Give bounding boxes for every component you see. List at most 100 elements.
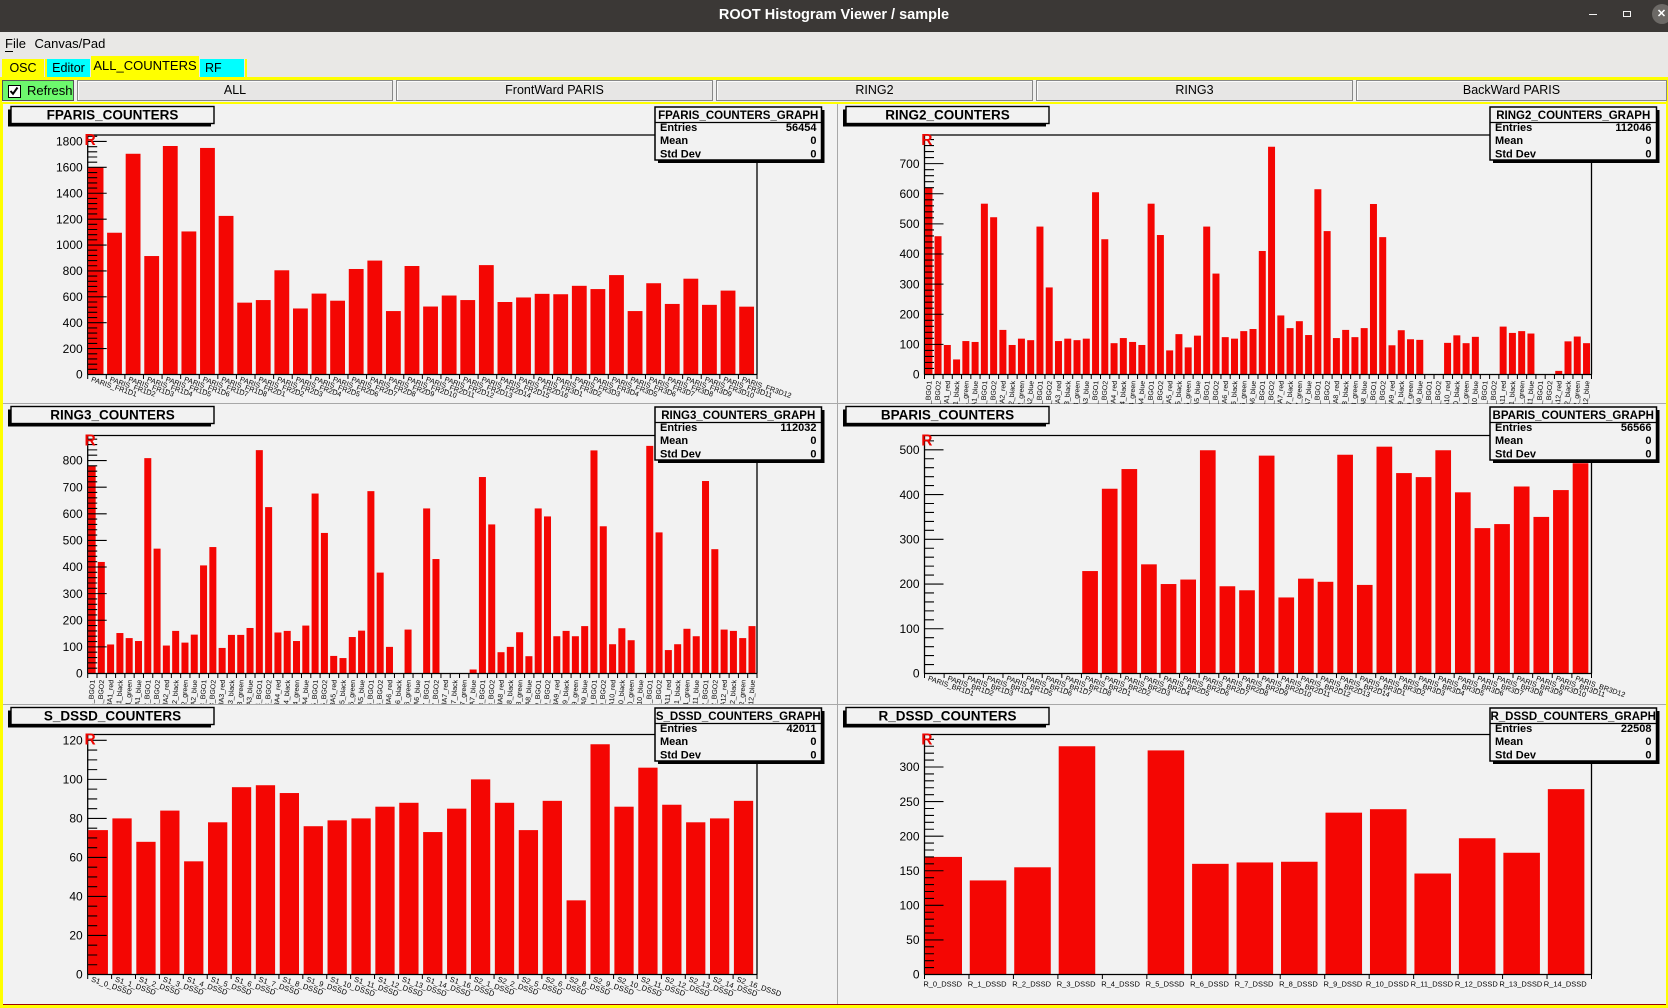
svg-text:Mean: Mean bbox=[660, 736, 688, 748]
svg-text:PARIS_2A6_BGO2: PARIS_2A6_BGO2 bbox=[1210, 381, 1221, 404]
svg-text:R_2_DSSD: R_2_DSSD bbox=[1012, 980, 1051, 989]
svg-text:RING2_COUNTERS_GRAPH: RING2_COUNTERS_GRAPH bbox=[1496, 110, 1650, 122]
svg-text:PARIS_3A5_BGO2: PARIS_3A5_BGO2 bbox=[318, 680, 329, 704]
svg-text:50: 50 bbox=[906, 933, 920, 947]
svg-text:PARIS_2A3_red: PARIS_2A3_red bbox=[1053, 381, 1064, 404]
svg-text:PARIS_3A8_BGO2: PARIS_3A8_BGO2 bbox=[485, 680, 496, 704]
svg-text:PARIS_2A11_green: PARIS_2A11_green bbox=[1515, 381, 1526, 404]
svg-text:200: 200 bbox=[899, 829, 919, 843]
svg-text:PARIS_3A8_BGO1: PARIS_3A8_BGO1 bbox=[476, 680, 487, 704]
svg-text:PARIS_3A12_black: PARIS_3A12_black bbox=[727, 679, 738, 704]
svg-text:PARIS_3A2_BGO2: PARIS_3A2_BGO2 bbox=[151, 680, 162, 704]
svg-text:PARIS_2A5_black: PARIS_2A5_black bbox=[1173, 380, 1184, 404]
svg-text:PARIS_3A2_green: PARIS_3A2_green bbox=[179, 680, 190, 704]
svg-text:PARIS_3A3_blue: PARIS_3A3_blue bbox=[244, 680, 255, 704]
svg-text:112032: 112032 bbox=[780, 422, 816, 434]
svg-text:0: 0 bbox=[1645, 435, 1651, 447]
svg-text:700: 700 bbox=[63, 480, 83, 494]
svg-text:PARIS_3A3_black: PARIS_3A3_black bbox=[225, 679, 236, 704]
svg-text:800: 800 bbox=[63, 454, 83, 468]
svg-text:PARIS_2A8_green: PARIS_2A8_green bbox=[1349, 381, 1360, 404]
svg-text:PARIS_3A7_BGO2: PARIS_3A7_BGO2 bbox=[430, 680, 441, 704]
svg-text:PARIS_3A9_BGO1: PARIS_3A9_BGO1 bbox=[532, 680, 543, 704]
svg-text:Mean: Mean bbox=[660, 135, 688, 147]
svg-text:PARIS_2A8_BGO2: PARIS_2A8_BGO2 bbox=[1321, 381, 1332, 404]
svg-text:0: 0 bbox=[76, 968, 83, 982]
svg-text:0: 0 bbox=[913, 368, 920, 382]
svg-text:PARIS_2A8_red: PARIS_2A8_red bbox=[1331, 381, 1342, 404]
svg-text:PARIS_2A3_BGO1: PARIS_2A3_BGO1 bbox=[1034, 381, 1045, 404]
svg-text:Std Dev: Std Dev bbox=[660, 448, 702, 460]
svg-text:1000: 1000 bbox=[56, 238, 83, 252]
svg-text:BPARIS_COUNTERS: BPARIS_COUNTERS bbox=[881, 408, 1014, 423]
svg-text:PARIS_2A4_BGO1: PARIS_2A4_BGO1 bbox=[1089, 381, 1100, 404]
svg-text:PARIS_2A7_red: PARIS_2A7_red bbox=[1275, 381, 1286, 404]
svg-text:RING3_COUNTERS_GRAPH: RING3_COUNTERS_GRAPH bbox=[661, 410, 815, 422]
svg-text:PARIS_3A12_blue: PARIS_3A12_blue bbox=[746, 680, 757, 704]
svg-text:PARIS_2A5_BGO2: PARIS_2A5_BGO2 bbox=[1154, 381, 1165, 404]
svg-text:R_9_DSSD: R_9_DSSD bbox=[1324, 980, 1363, 989]
svg-text:PARIS_2A6_blue: PARIS_2A6_blue bbox=[1247, 381, 1258, 404]
svg-text:PARIS_3A1_red: PARIS_3A1_red bbox=[105, 680, 116, 704]
svg-text:PARIS_3A7_blue: PARIS_3A7_blue bbox=[467, 680, 478, 704]
svg-text:PARIS_3A11_BGO2: PARIS_3A11_BGO2 bbox=[653, 680, 664, 704]
svg-text:PARIS_2A10_green: PARIS_2A10_green bbox=[1460, 381, 1471, 404]
svg-text:500: 500 bbox=[63, 534, 83, 548]
svg-text:PARIS_2A5_red: PARIS_2A5_red bbox=[1164, 381, 1175, 404]
svg-text:PARIS_3A4_BGO2: PARIS_3A4_BGO2 bbox=[262, 680, 273, 704]
svg-text:PARIS_3A9_blue: PARIS_3A9_blue bbox=[579, 680, 590, 704]
svg-text:PARIS_3A2_BGO1: PARIS_3A2_BGO1 bbox=[141, 680, 152, 704]
svg-text:0: 0 bbox=[1645, 448, 1651, 460]
svg-text:PARIS_3A3_red: PARIS_3A3_red bbox=[217, 680, 228, 704]
svg-text:0: 0 bbox=[810, 749, 816, 761]
svg-text:PARIS_2A2_blue: PARIS_2A2_blue bbox=[1025, 381, 1036, 404]
svg-text:PARIS_2A4_red: PARIS_2A4_red bbox=[1108, 381, 1119, 404]
svg-text:22508: 22508 bbox=[1621, 723, 1652, 735]
svg-text:PARIS_2A1_green: PARIS_2A1_green bbox=[960, 381, 971, 404]
svg-text:PARIS_3A10_green: PARIS_3A10_green bbox=[625, 680, 636, 704]
svg-text:PARIS_2A5_blue: PARIS_2A5_blue bbox=[1192, 381, 1203, 404]
svg-text:PARIS_2A3_black: PARIS_2A3_black bbox=[1062, 380, 1073, 404]
svg-text:PARIS_2A9_BGO1: PARIS_2A9_BGO1 bbox=[1367, 381, 1378, 404]
svg-text:PARIS_2A7_black: PARIS_2A7_black bbox=[1284, 380, 1295, 404]
svg-text:500: 500 bbox=[899, 443, 919, 457]
svg-text:600: 600 bbox=[63, 290, 83, 304]
svg-text:R_DSSD_COUNTERS_GRAPH: R_DSSD_COUNTERS_GRAPH bbox=[1490, 711, 1656, 723]
svg-text:PARIS_2A9_green: PARIS_2A9_green bbox=[1404, 381, 1415, 404]
svg-text:PARIS_3A10_blue: PARIS_3A10_blue bbox=[634, 680, 645, 704]
svg-text:PARIS_3A2_black: PARIS_3A2_black bbox=[170, 679, 181, 704]
svg-text:PARIS_3A8_blue: PARIS_3A8_blue bbox=[523, 680, 534, 704]
svg-text:PARIS_3A1_BGO1: PARIS_3A1_BGO1 bbox=[86, 680, 97, 704]
svg-text:300: 300 bbox=[899, 760, 919, 774]
svg-text:PARIS_3A1_BGO2: PARIS_3A1_BGO2 bbox=[95, 680, 106, 704]
svg-text:Std Dev: Std Dev bbox=[660, 148, 702, 160]
svg-text:PARIS_3A1_black: PARIS_3A1_black bbox=[114, 679, 125, 704]
svg-text:PARIS_2A6_BGO1: PARIS_2A6_BGO1 bbox=[1200, 381, 1211, 404]
svg-text:PARIS_3A10_BGO2: PARIS_3A10_BGO2 bbox=[597, 680, 608, 704]
svg-text:0: 0 bbox=[1645, 736, 1651, 748]
svg-text:PARIS_3A8_black: PARIS_3A8_black bbox=[504, 679, 515, 704]
svg-text:1600: 1600 bbox=[56, 161, 83, 175]
svg-text:Mean: Mean bbox=[1495, 736, 1523, 748]
svg-text:PARIS_2A11_blue: PARIS_2A11_blue bbox=[1525, 381, 1536, 404]
svg-text:PARIS_3A9_green: PARIS_3A9_green bbox=[569, 680, 580, 704]
svg-text:PARIS_3A9_BGO2: PARIS_3A9_BGO2 bbox=[541, 680, 552, 704]
svg-text:PARIS_2A12_green: PARIS_2A12_green bbox=[1571, 381, 1582, 404]
svg-text:PARIS_3A10_red: PARIS_3A10_red bbox=[607, 680, 618, 704]
svg-text:PARIS_3A6_blue: PARIS_3A6_blue bbox=[411, 680, 422, 704]
svg-text:PARIS_2A12_BGO2: PARIS_2A12_BGO2 bbox=[1543, 381, 1554, 404]
svg-text:PARIS_2A12_blue: PARIS_2A12_blue bbox=[1580, 381, 1591, 404]
svg-text:PARIS_2A10_BGO1: PARIS_2A10_BGO1 bbox=[1422, 381, 1433, 404]
svg-text:PARIS_2A9_BGO2: PARIS_2A9_BGO2 bbox=[1376, 381, 1387, 404]
svg-text:600: 600 bbox=[63, 507, 83, 521]
svg-text:R: R bbox=[85, 432, 96, 449]
svg-text:PARIS_3A11_BGO1: PARIS_3A11_BGO1 bbox=[643, 680, 654, 704]
svg-text:200: 200 bbox=[63, 613, 83, 627]
svg-text:PARIS_3A8_green: PARIS_3A8_green bbox=[513, 680, 524, 704]
svg-text:PARIS_2A9_blue: PARIS_2A9_blue bbox=[1414, 381, 1425, 404]
svg-text:PARIS_3A12_BGO1: PARIS_3A12_BGO1 bbox=[699, 680, 710, 704]
svg-text:300: 300 bbox=[63, 587, 83, 601]
svg-text:PARIS_3A12_BGO2: PARIS_3A12_BGO2 bbox=[708, 680, 719, 704]
svg-text:PARIS_2A12_BGO1: PARIS_2A12_BGO1 bbox=[1534, 381, 1545, 404]
svg-text:Mean: Mean bbox=[1495, 435, 1523, 447]
